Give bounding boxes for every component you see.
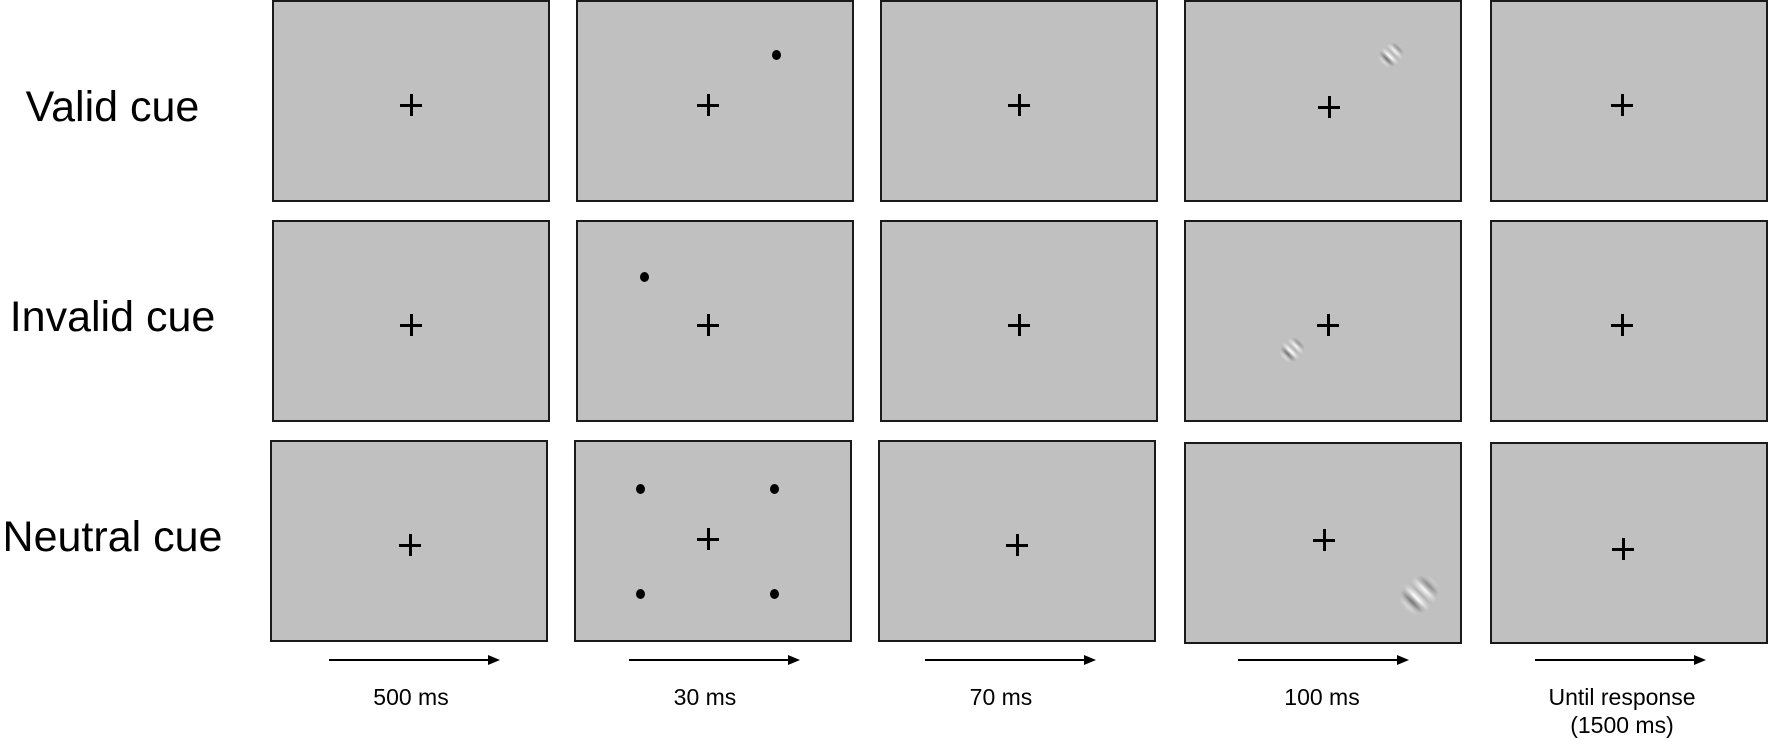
fixation-cross-icon: [1008, 314, 1030, 336]
fixation-cross-icon: [400, 94, 422, 116]
time-arrow: [1535, 655, 1706, 665]
row-label-valid-cue: Valid cue: [25, 83, 200, 131]
valid-isi-screen: [880, 0, 1158, 202]
invalid-cue-screen: [576, 220, 854, 422]
neutral-isi-screen: [878, 440, 1156, 642]
time-arrow: [925, 655, 1096, 665]
valid-cue-screen: [576, 0, 854, 202]
time-arrow: [329, 655, 500, 665]
gabor-target-icon: [1274, 332, 1310, 368]
time-arrow: [1238, 655, 1409, 665]
invalid-fixation-screen: [272, 220, 550, 422]
duration-label-response-sub: (1500 ms): [1570, 711, 1674, 738]
duration-label-response-main: Until response: [1548, 684, 1696, 710]
cue-dot: [769, 589, 779, 599]
row-label-neutral-cue: Neutral cue: [2, 513, 223, 561]
fixation-cross-icon: [697, 94, 719, 116]
neutral-fixation-screen: [270, 440, 548, 642]
duration-label-fixation: 500 ms: [373, 684, 449, 710]
cue-dot: [635, 484, 645, 494]
gabor-target-icon: [1373, 37, 1409, 73]
invalid-target-screen: [1184, 220, 1462, 422]
invalid-isi-screen: [880, 220, 1158, 422]
fixation-cross-icon: [400, 314, 422, 336]
fixation-cross-icon: [1611, 314, 1633, 336]
fixation-cross-icon: [1313, 529, 1335, 551]
valid-response-screen: [1490, 0, 1768, 202]
neutral-cue-screen: [574, 440, 852, 642]
fixation-cross-icon: [1318, 96, 1340, 118]
fixation-cross-icon: [1611, 94, 1633, 116]
duration-label-cue: 30 ms: [673, 684, 737, 710]
valid-fixation-screen: [272, 0, 550, 202]
fixation-cross-icon: [1008, 94, 1030, 116]
valid-target-screen: [1184, 0, 1462, 202]
row-label-invalid-cue: Invalid cue: [9, 293, 216, 341]
duration-label-target: 100 ms: [1284, 684, 1360, 710]
neutral-target-screen: [1184, 442, 1462, 644]
fixation-cross-icon: [697, 314, 719, 336]
duration-label-isi: 70 ms: [969, 684, 1033, 710]
duration-label-response: Until response (1500 ms): [1483, 684, 1761, 739]
fixation-cross-icon: [399, 534, 421, 556]
gabor-target-icon: [1391, 567, 1447, 623]
cue-dot: [639, 272, 649, 282]
fixation-cross-icon: [1006, 534, 1028, 556]
fixation-cross-icon: [1612, 538, 1634, 560]
fixation-cross-icon: [697, 528, 719, 550]
invalid-response-screen: [1490, 220, 1768, 422]
cue-dot: [769, 484, 779, 494]
cue-dot: [771, 50, 781, 60]
cue-dot: [635, 589, 645, 599]
fixation-cross-icon: [1317, 314, 1339, 336]
neutral-response-screen: [1490, 442, 1768, 644]
time-arrow: [629, 655, 800, 665]
